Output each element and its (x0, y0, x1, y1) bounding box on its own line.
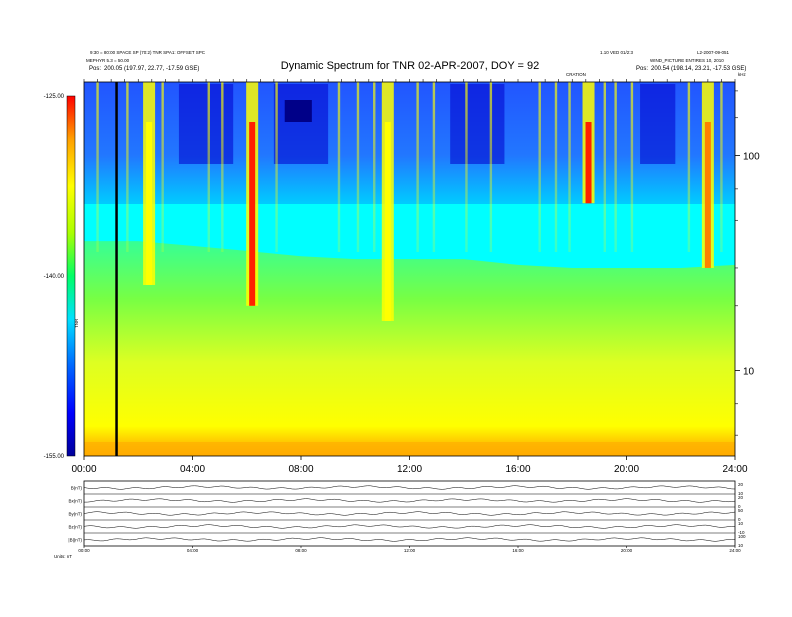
streak (337, 82, 341, 252)
streak (489, 82, 493, 252)
y-tick-label: 100 (743, 152, 760, 163)
streak (687, 82, 691, 252)
streak (568, 82, 571, 252)
burst-core (384, 122, 391, 321)
dark-patch (450, 84, 505, 164)
event-marker-label: CRATION (566, 72, 586, 77)
streak (356, 82, 360, 252)
colorbar-tick-label: -155.00 (44, 454, 65, 460)
x-axis-tick-labels: 00:00 04:00 08:00 12:00 16:00 20:00 24:00 (71, 456, 748, 475)
x-tick-label: 20:00 (614, 464, 639, 475)
bottom-left-note: Units: nT (54, 554, 72, 559)
mag-right-tick: 20 (738, 482, 744, 487)
mag-right-tick: 10 (738, 491, 744, 496)
mag-right-tick: 50 (738, 508, 744, 513)
mag-frame (83, 480, 736, 547)
mag-x-tick-label: 12:00 (404, 548, 416, 553)
burst-core (585, 122, 592, 204)
mag-x-tick-label: 00:00 (78, 548, 90, 553)
dark-patch (284, 100, 312, 122)
streak (554, 82, 558, 252)
dark-patch (178, 84, 234, 164)
top-time-ticks (83, 79, 736, 82)
colorbar-side-label: TNR (74, 318, 79, 328)
streak (221, 82, 224, 252)
freq-unit-label: kHz (738, 72, 746, 77)
x-tick-label: 08:00 (288, 464, 313, 475)
mag-x-tick-label: 04:00 (187, 548, 199, 553)
mag-right-tick: 100 (738, 534, 746, 539)
mag-panel-label: By(nT) (69, 512, 83, 517)
chart-title: Dynamic Spectrum for TNR 02-APR-2007, DO… (281, 60, 540, 72)
mag-panel-label: Bz(nT) (69, 525, 83, 530)
vertical-streaks (96, 82, 723, 252)
mag-right-tick: 10 (738, 521, 744, 526)
y-axis-tick-labels: 100 10 (735, 90, 760, 436)
dark-patch (273, 84, 329, 164)
mag-x-tick-label: 24:00 (729, 548, 741, 553)
streak (614, 82, 617, 252)
streak (465, 82, 468, 252)
header-right-pos-value: 200.54 (198.14, 23.21, -17.53 GSE) (651, 66, 746, 72)
bottom-band (84, 442, 735, 456)
radio-bursts (143, 82, 714, 321)
streak (630, 82, 634, 252)
mag-right-tick: 20 (738, 495, 744, 500)
mag-right-tick: 10 (738, 543, 744, 548)
header-right-line2: WIND_PICTURE ENTIRES 10, 2010 (650, 58, 724, 63)
streak (275, 82, 278, 252)
mag-right-tick: -10 (738, 530, 745, 535)
header-left-line1: 9:30 = 80:00 SPACE SP (70:2) TNR SPA1: O… (90, 50, 206, 55)
streak (603, 82, 606, 252)
x-tick-label: 16:00 (505, 464, 530, 475)
x-tick-label: 24:00 (722, 464, 747, 475)
burst-core (704, 122, 711, 268)
streak (538, 82, 541, 252)
y-tick-label: 10 (743, 366, 755, 377)
burst-core (249, 122, 256, 306)
streak (207, 82, 210, 252)
header-right-line1: 1.10 VED 01/2:3 (600, 50, 634, 55)
header-left-pos-value: 200.05 (197.97, 22.77, -17.59 GSE) (104, 66, 199, 72)
burst-core (146, 122, 153, 285)
mag-right-tick: 0 (738, 504, 741, 509)
header-left-line2: MEPHYR 5.3 = 50.00 (86, 58, 130, 63)
streak (96, 82, 99, 252)
mag-x-tick-label: 16:00 (512, 548, 524, 553)
mag-panel-label: |B|(nT) (68, 538, 82, 543)
dark-blue-patches (178, 84, 676, 164)
streak (126, 82, 129, 252)
mag-trace (83, 524, 735, 529)
x-tick-label: 00:00 (71, 464, 96, 475)
x-tick-label: 12:00 (397, 464, 422, 475)
mag-x-tick-label: 08:00 (295, 548, 307, 553)
header-right-pos-label: Pos: (636, 66, 648, 72)
mag-panel-label: B(nT) (71, 486, 83, 491)
x-tick-label: 04:00 (180, 464, 205, 475)
streak (720, 82, 723, 252)
spectrogram (84, 82, 735, 456)
header-right-line3: L2-2007-09-051 (697, 50, 730, 55)
colorbar-tick-label: -140.00 (44, 274, 65, 280)
mag-right-tick: 0 (738, 517, 741, 522)
dark-patch (640, 84, 676, 164)
colorbar (66, 95, 76, 457)
magnetometer-panels: B(nT)2010Bx(nT)200By(nT)500Bz(nT)10-10|B… (68, 480, 746, 553)
colorbar-ticks: -125.00 -140.00 -155.00 (44, 94, 65, 460)
colorbar-tick-label: -125.00 (44, 94, 65, 100)
streak (416, 82, 419, 252)
mag-trace (83, 485, 736, 490)
header-left-pos-label: Pos: (89, 66, 101, 72)
mag-trace (83, 511, 736, 516)
mag-x-tick-label: 20:00 (621, 548, 633, 553)
mag-trace (84, 498, 736, 503)
mag-panel-label: Bx(nT) (69, 499, 83, 504)
streak (161, 82, 164, 252)
streak (373, 82, 376, 252)
mag-trace (83, 537, 736, 542)
streak (432, 82, 436, 252)
